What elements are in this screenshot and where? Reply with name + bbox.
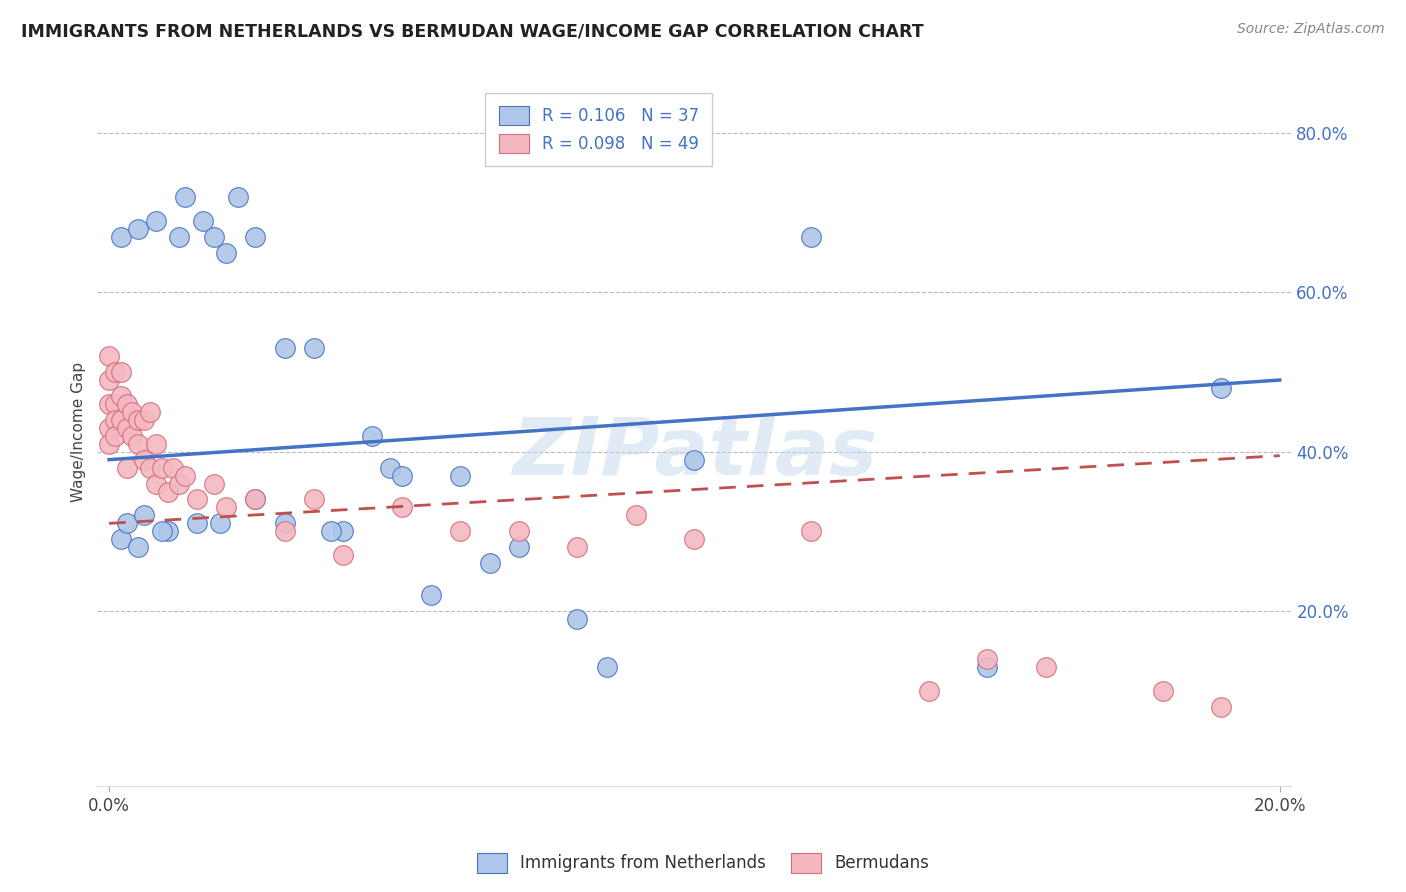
Point xyxy=(127,436,149,450)
Point xyxy=(245,492,267,507)
Point xyxy=(302,492,325,507)
Point xyxy=(1035,659,1057,673)
Point xyxy=(110,413,132,427)
Point xyxy=(115,460,138,475)
Point xyxy=(98,373,121,387)
Point xyxy=(800,229,823,244)
Point xyxy=(917,683,939,698)
Point xyxy=(567,541,589,555)
Point xyxy=(186,492,208,507)
Point xyxy=(145,436,167,450)
Point xyxy=(209,516,232,531)
Point xyxy=(139,460,162,475)
Y-axis label: Wage/Income Gap: Wage/Income Gap xyxy=(72,362,86,502)
Point xyxy=(567,612,589,626)
Point xyxy=(391,500,413,515)
Point xyxy=(215,245,238,260)
Point xyxy=(1211,381,1233,395)
Point xyxy=(110,389,132,403)
Point xyxy=(145,214,167,228)
Point xyxy=(186,516,208,531)
Point xyxy=(245,229,267,244)
Point xyxy=(162,460,184,475)
Point xyxy=(226,190,249,204)
Point xyxy=(1211,699,1233,714)
Point xyxy=(478,556,501,570)
Point xyxy=(110,533,132,547)
Point xyxy=(169,476,191,491)
Point xyxy=(174,190,197,204)
Point xyxy=(508,541,530,555)
Point xyxy=(449,468,471,483)
Point xyxy=(378,460,401,475)
Point xyxy=(104,397,127,411)
Point xyxy=(134,452,156,467)
Point xyxy=(98,397,121,411)
Text: Source: ZipAtlas.com: Source: ZipAtlas.com xyxy=(1237,22,1385,37)
Point xyxy=(98,421,121,435)
Point xyxy=(391,468,413,483)
Text: ZIPatlas: ZIPatlas xyxy=(512,414,877,492)
Point xyxy=(800,524,823,539)
Point xyxy=(134,413,156,427)
Point xyxy=(104,365,127,379)
Point xyxy=(302,341,325,355)
Legend: Immigrants from Netherlands, Bermudans: Immigrants from Netherlands, Bermudans xyxy=(470,847,936,880)
Point xyxy=(156,484,179,499)
Point xyxy=(191,214,214,228)
Text: IMMIGRANTS FROM NETHERLANDS VS BERMUDAN WAGE/INCOME GAP CORRELATION CHART: IMMIGRANTS FROM NETHERLANDS VS BERMUDAN … xyxy=(21,22,924,40)
Legend: R = 0.106   N = 37, R = 0.098   N = 49: R = 0.106 N = 37, R = 0.098 N = 49 xyxy=(485,93,713,167)
Point xyxy=(624,508,647,523)
Point xyxy=(98,349,121,363)
Point xyxy=(134,508,156,523)
Point xyxy=(145,476,167,491)
Point xyxy=(976,659,998,673)
Point xyxy=(110,365,132,379)
Point xyxy=(508,524,530,539)
Point xyxy=(115,421,138,435)
Point xyxy=(204,476,226,491)
Point xyxy=(1152,683,1174,698)
Point xyxy=(115,397,138,411)
Point xyxy=(121,405,143,419)
Point xyxy=(156,524,179,539)
Point xyxy=(332,548,354,562)
Point xyxy=(110,229,132,244)
Point xyxy=(150,460,173,475)
Point xyxy=(273,341,295,355)
Point xyxy=(273,524,295,539)
Point xyxy=(683,533,706,547)
Point xyxy=(420,588,443,602)
Point xyxy=(127,413,149,427)
Point xyxy=(204,229,226,244)
Point xyxy=(245,492,267,507)
Point xyxy=(98,436,121,450)
Point xyxy=(332,524,354,539)
Point xyxy=(169,229,191,244)
Point xyxy=(174,468,197,483)
Point xyxy=(449,524,471,539)
Point xyxy=(595,659,617,673)
Point xyxy=(361,429,384,443)
Point xyxy=(104,429,127,443)
Point xyxy=(321,524,343,539)
Point xyxy=(115,516,138,531)
Point xyxy=(215,500,238,515)
Point xyxy=(683,452,706,467)
Point xyxy=(273,516,295,531)
Point xyxy=(976,651,998,665)
Point xyxy=(121,429,143,443)
Point xyxy=(139,405,162,419)
Point xyxy=(104,413,127,427)
Point xyxy=(150,524,173,539)
Point xyxy=(127,221,149,235)
Point xyxy=(127,541,149,555)
